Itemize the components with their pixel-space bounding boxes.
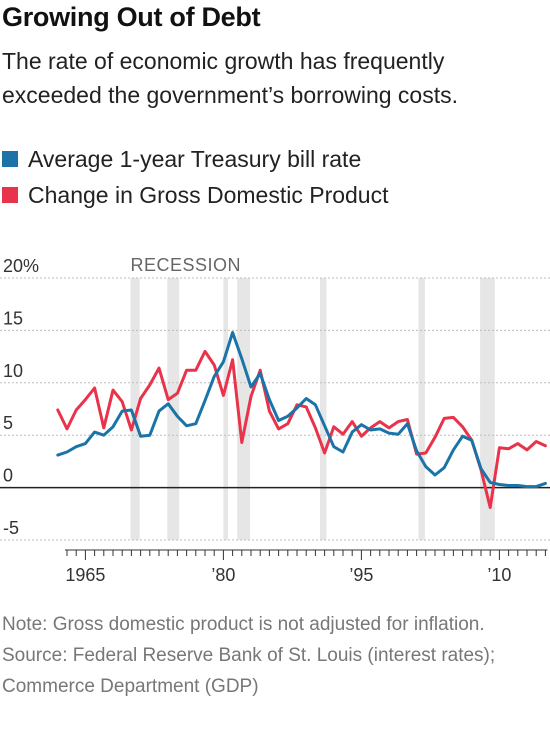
x-tick-label-0: 1965 xyxy=(65,565,105,585)
legend-item-treasury: Average 1-year Treasury bill rate xyxy=(2,141,389,177)
legend: Average 1-year Treasury bill rate Change… xyxy=(2,141,389,213)
axes xyxy=(0,486,550,560)
y-tick-label-2: 10 xyxy=(3,361,23,381)
legend-swatch-gdp xyxy=(2,187,18,203)
y-tick-label-3: 5 xyxy=(3,413,13,433)
chart-subtitle: The rate of economic growth has frequent… xyxy=(2,48,459,108)
recession-band-5 xyxy=(418,278,425,540)
legend-label-treasury: Average 1-year Treasury bill rate xyxy=(28,145,362,172)
axis-labels: RECESSION 20% 15 10 5 0 -5 1965 ’80 ’95 ’10 xyxy=(3,255,511,585)
legend-item-gdp: Change in Gross Domestic Product xyxy=(2,177,389,213)
source-text: Source: Federal Reserve Bank of St. Loui… xyxy=(2,645,496,697)
series-lines xyxy=(56,331,547,509)
recession-bands xyxy=(130,278,495,540)
recession-band-4 xyxy=(320,278,327,540)
recession-label: RECESSION xyxy=(130,255,241,275)
recession-band-0 xyxy=(130,278,140,540)
y-tick-label-0: 20% xyxy=(3,256,39,276)
legend-label-gdp: Change in Gross Domestic Product xyxy=(28,181,389,208)
y-tick-label-5: -5 xyxy=(3,518,19,538)
legend-swatch-treasury xyxy=(2,151,18,167)
y-tick-label-4: 0 xyxy=(3,466,13,486)
x-tick-label-3: ’10 xyxy=(487,565,511,585)
y-tick-label-1: 15 xyxy=(3,308,23,328)
series-line-treasury xyxy=(56,331,547,489)
line-chart: RECESSION 20% 15 10 5 0 -5 1965 ’80 ’95 ’10 xyxy=(0,255,550,585)
series-line-gdp xyxy=(56,349,547,509)
chart-title: Growing Out of Debt xyxy=(2,2,261,32)
x-tick-label-2: ’95 xyxy=(349,565,373,585)
x-tick-label-1: ’80 xyxy=(211,565,235,585)
note-text: Note: Gross domestic product is not adju… xyxy=(2,614,485,635)
recession-band-2 xyxy=(223,278,228,540)
recession-band-3 xyxy=(237,278,251,540)
chart-notes: Note: Gross domestic product is not adju… xyxy=(2,609,548,702)
